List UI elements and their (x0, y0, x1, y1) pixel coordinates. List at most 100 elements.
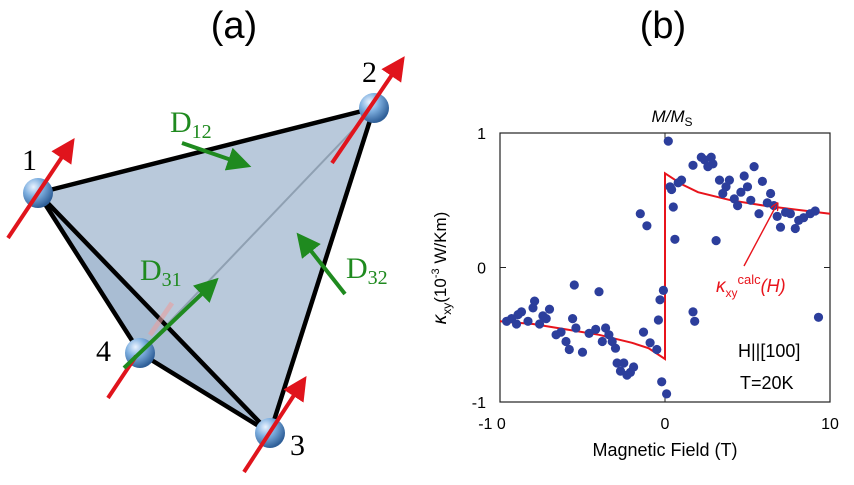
x-axis-label: Magnetic Field (T) (592, 440, 737, 460)
x-tick-label: -1 0 (478, 416, 506, 433)
data-point (561, 336, 571, 347)
data-point (612, 358, 622, 368)
data-point (733, 201, 743, 211)
data-point (564, 344, 574, 355)
site-label-2: 2 (362, 56, 377, 89)
curve-pointer-arrow (743, 206, 776, 267)
data-point (642, 221, 652, 231)
site-label-1: 1 (22, 144, 37, 177)
data-point (594, 287, 604, 297)
condition-field: H||[100] (738, 341, 800, 361)
data-point (790, 223, 800, 234)
data-point (670, 234, 680, 244)
data-point (772, 211, 782, 221)
dm-label-12: D12 (170, 106, 212, 143)
data-point (635, 209, 645, 219)
data-point (688, 307, 698, 317)
data-point (668, 202, 678, 212)
tetra-edge-hidden (139, 107, 375, 354)
data-point (813, 312, 824, 322)
data-point (663, 136, 673, 146)
dm-vectors (122, 141, 347, 370)
tetra-face-front (38, 108, 374, 433)
data-point (601, 323, 611, 333)
data-point (688, 160, 698, 170)
data-point (629, 362, 639, 372)
site-label-4: 4 (96, 335, 111, 368)
condition-temp: T=20K (740, 373, 794, 393)
spin-arrow-2 (330, 56, 405, 165)
y-axis-label: κxy(10-3 W/Km) (430, 212, 454, 325)
spin-arrows (6, 56, 405, 474)
data-point (810, 206, 820, 216)
data-point (530, 296, 540, 306)
data-point (785, 209, 796, 219)
data-point (742, 182, 753, 192)
data-point (511, 319, 522, 329)
data-point (724, 175, 735, 185)
data-point (638, 327, 649, 337)
data-point (535, 319, 545, 329)
data-point (610, 343, 621, 353)
data-point (766, 188, 776, 199)
data-point (653, 315, 664, 325)
data-point (523, 316, 533, 326)
data-point (667, 184, 677, 195)
dm-arrow-31 (122, 277, 219, 370)
x-tick-label: 0 (661, 416, 670, 433)
data-point (736, 187, 746, 197)
data-point (757, 176, 768, 186)
hidden-spin-arrow (147, 301, 175, 337)
data-point (657, 377, 667, 387)
data-point (746, 195, 756, 205)
data-point (708, 159, 718, 169)
data-point (754, 209, 764, 219)
data-point (569, 280, 579, 290)
dm-label-32: D32 (346, 252, 388, 289)
data-point (619, 358, 629, 368)
data-point (568, 314, 578, 324)
data-point (584, 328, 594, 338)
data-point (662, 389, 672, 399)
data-point (655, 295, 665, 305)
data-point (658, 285, 669, 295)
data-point (739, 171, 749, 181)
y-tick-label: 0 (477, 261, 486, 278)
data-point (799, 213, 809, 223)
data-point (652, 344, 662, 355)
top-axis-label: M/MS (651, 107, 692, 129)
calc-curve-line (499, 171, 831, 361)
data-point (645, 338, 655, 348)
data-point (571, 323, 581, 333)
data-point (690, 316, 700, 326)
data-point (714, 175, 725, 185)
data-point (544, 304, 555, 314)
panel-a: (a) (6, 5, 405, 474)
data-point (541, 314, 551, 324)
panel-a-label: (a) (211, 5, 257, 47)
data-point (775, 222, 786, 232)
y-tick-label: -1 (472, 395, 486, 412)
data-point (516, 307, 527, 317)
data-point (676, 175, 687, 185)
axis-ticks: 10-1-1 0 0 10 (472, 126, 839, 433)
data-point (556, 327, 566, 337)
data-point (749, 162, 759, 172)
spin-arrow-1 (6, 138, 75, 240)
dm-arrow-12 (181, 141, 252, 171)
y-tick-label: 1 (477, 126, 486, 143)
data-point (577, 347, 588, 357)
calc-curve (499, 171, 831, 361)
dm-arrow-32 (296, 232, 347, 296)
curve-label: κxycalc(H) (716, 272, 786, 300)
panel-b: (b) M/MS 10-1-1 0 0 10 κxy(10-3 W/Km) Magn… (430, 5, 839, 460)
data-points (502, 136, 824, 399)
data-point (597, 336, 607, 347)
dm-label-31: D31 (140, 254, 182, 291)
panel-b-label: (b) (640, 5, 686, 47)
site-label-3: 3 (290, 429, 305, 462)
data-point (591, 324, 601, 334)
x-tick-label: 10 (821, 416, 839, 433)
data-point (711, 236, 721, 246)
